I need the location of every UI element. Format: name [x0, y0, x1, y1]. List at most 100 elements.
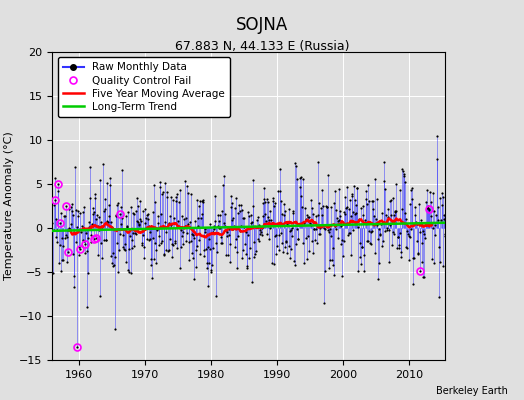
Point: [69, 212, 77, 218]
Point: [441, 231, 450, 237]
Point: [320, 225, 328, 231]
Point: [442, 221, 451, 228]
Point: [191, 218, 199, 224]
Point: [109, 263, 117, 270]
Point: [278, 240, 287, 247]
Point: [372, 250, 380, 256]
Point: [216, 212, 224, 218]
Point: [301, 205, 309, 212]
Point: [191, 263, 200, 270]
Point: [115, 247, 123, 253]
Point: [254, 214, 263, 220]
Point: [105, 182, 114, 188]
Point: [404, 230, 412, 237]
Point: [379, 219, 387, 225]
Point: [202, 246, 210, 252]
Point: [168, 254, 176, 260]
Point: [400, 178, 409, 185]
Point: [168, 241, 177, 248]
Point: [442, 195, 450, 202]
Point: [125, 269, 133, 275]
Point: [74, 244, 83, 250]
Point: [96, 219, 105, 226]
Point: [91, 195, 99, 202]
Point: [199, 199, 208, 205]
Point: [369, 206, 377, 212]
Point: [364, 238, 373, 244]
Point: [150, 240, 159, 246]
Point: [65, 206, 73, 212]
Point: [210, 223, 218, 229]
Point: [201, 229, 210, 235]
Point: [86, 195, 94, 202]
Point: [370, 213, 378, 219]
Point: [369, 221, 378, 227]
Point: [435, 244, 443, 250]
Point: [217, 233, 225, 240]
Point: [310, 226, 318, 232]
Point: [419, 228, 427, 234]
Point: [106, 218, 115, 225]
Point: [362, 196, 370, 202]
Point: [89, 205, 97, 212]
Point: [185, 257, 194, 264]
Point: [229, 215, 237, 222]
Point: [118, 244, 127, 251]
Point: [309, 211, 318, 217]
Point: [347, 193, 356, 200]
Point: [137, 240, 146, 247]
Point: [349, 227, 357, 233]
Point: [246, 245, 254, 251]
Point: [158, 238, 166, 244]
Point: [294, 236, 303, 242]
Point: [423, 186, 431, 193]
Text: 67.883 N, 44.133 E (Russia): 67.883 N, 44.133 E (Russia): [174, 40, 350, 53]
Point: [132, 231, 140, 238]
Point: [123, 224, 131, 230]
Point: [424, 205, 432, 212]
Point: [156, 179, 164, 185]
Point: [101, 206, 110, 212]
Point: [275, 231, 283, 238]
Point: [439, 263, 447, 269]
Point: [286, 255, 294, 261]
Point: [265, 217, 274, 223]
Point: [56, 242, 64, 248]
Point: [279, 201, 288, 208]
Point: [256, 230, 264, 237]
Point: [230, 223, 238, 229]
Point: [133, 195, 141, 201]
Point: [163, 189, 172, 195]
Point: [413, 251, 422, 258]
Point: [268, 260, 276, 266]
Point: [178, 213, 186, 220]
Point: [440, 212, 448, 218]
Point: [249, 254, 258, 260]
Point: [265, 236, 273, 242]
Point: [401, 210, 409, 216]
Point: [324, 264, 333, 271]
Point: [373, 196, 381, 202]
Point: [334, 235, 342, 241]
Point: [259, 196, 268, 202]
Point: [354, 268, 363, 274]
Point: [384, 214, 392, 220]
Point: [245, 213, 253, 219]
Point: [243, 265, 251, 271]
Point: [62, 258, 71, 265]
Point: [227, 200, 236, 206]
Point: [128, 230, 137, 236]
Point: [424, 207, 433, 213]
Point: [95, 177, 104, 183]
Point: [263, 196, 271, 202]
Point: [110, 250, 118, 256]
Point: [131, 230, 139, 236]
Point: [343, 184, 352, 190]
Point: [91, 190, 100, 197]
Point: [124, 266, 132, 273]
Point: [66, 226, 74, 232]
Point: [135, 221, 143, 228]
Point: [219, 182, 227, 189]
Point: [54, 188, 63, 194]
Point: [386, 198, 394, 204]
